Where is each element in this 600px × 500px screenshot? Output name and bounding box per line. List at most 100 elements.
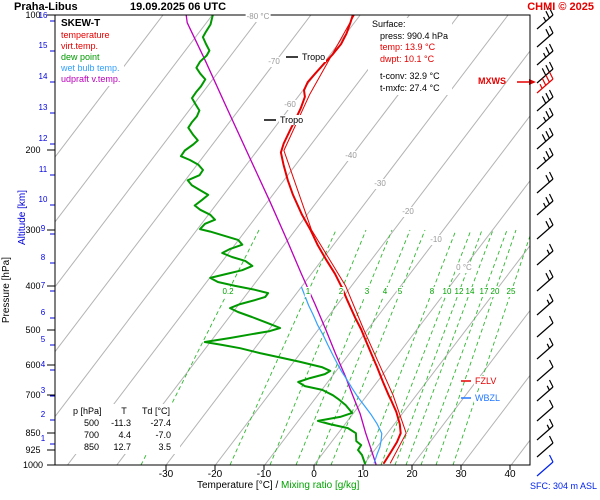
mixing-ratio-line [315, 229, 411, 465]
wind-barb-feather [545, 220, 550, 229]
wind-barb-feather [548, 359, 554, 368]
wind-barb-staff [536, 178, 554, 194]
isotherm-line [362, 244, 530, 465]
isotherm-line [55, 15, 262, 288]
wind-barb-half-feather [543, 116, 547, 122]
wind-barb-feather [541, 134, 547, 142]
mixing-ratio-line [420, 229, 508, 465]
isotherm-line [461, 374, 530, 465]
curve-temperature [279, 15, 402, 464]
wind-barb-feather [548, 7, 554, 16]
wind-barb [536, 61, 554, 84]
wind-barb-feather [548, 337, 554, 346]
wind-barb-feather [541, 78, 547, 86]
wind-barb-feather [541, 96, 547, 104]
isotherm-line [55, 15, 361, 418]
wind-barb [536, 399, 554, 422]
wind-barb-half-feather [539, 83, 543, 89]
wind-barb-feather [548, 147, 554, 156]
wind-barb-staff [536, 14, 554, 30]
wind-barb-feather [548, 293, 554, 302]
isotherm-grid [55, 15, 530, 465]
wind-barb-feather [548, 243, 554, 252]
mixing-ratio-line [269, 229, 367, 465]
wind-barb-feather [545, 196, 550, 205]
wind-barb-half-feather [543, 202, 547, 208]
wind-barb-staff [536, 134, 554, 150]
wind-barb [536, 43, 554, 66]
curve-virt-temp [283, 15, 407, 464]
mixing-ratio-line [330, 229, 426, 465]
wind-barb-feather [548, 435, 554, 444]
wind-barb-staff [536, 344, 554, 360]
wind-barb [536, 193, 554, 216]
wind-barb-feather [548, 315, 554, 324]
wind-barb-staff [536, 461, 554, 477]
wind-barb [536, 243, 554, 266]
wind-barb-feather [548, 43, 554, 52]
wind-barb-column [536, 7, 554, 477]
wind-barb-half-feather [546, 249, 550, 255]
wind-barb-feather [545, 46, 550, 55]
mixing-ratio-line [452, 234, 530, 465]
wind-barb [536, 337, 554, 360]
wind-barb-feather [548, 71, 554, 80]
mixing-ratio-line [380, 229, 472, 465]
isotherm-line [55, 15, 312, 353]
curve-updraft [185, 15, 377, 465]
wind-barb-feather [548, 217, 554, 226]
mixing-ratio-line [229, 229, 337, 465]
wind-barb-feather [548, 193, 554, 202]
wind-barb-feather [548, 25, 554, 34]
mixing-ratio-line [295, 229, 393, 465]
wind-barb [536, 359, 554, 382]
mixing-ratio-line [405, 229, 494, 465]
wind-barb-staff [536, 322, 554, 338]
mixing-ratio-grid [140, 229, 530, 465]
wind-barb-staff [536, 50, 554, 66]
mixing-ratio-line [364, 229, 457, 465]
wind-barb-half-feather [543, 16, 547, 22]
wind-barb [536, 454, 554, 477]
wind-barb-feather [545, 150, 550, 159]
wind-barb-staff [536, 425, 554, 441]
wind-barb-staff [536, 276, 554, 292]
wind-barb-feather [548, 454, 554, 463]
wind-barb [536, 269, 554, 292]
wind-barb [536, 71, 554, 94]
wind-barb-staff [536, 114, 554, 130]
isotherm-line [116, 15, 460, 465]
wind-barb-half-feather [546, 385, 550, 391]
wind-barb-feather [548, 127, 554, 136]
wind-barb-feather [545, 130, 550, 139]
wind-barb-half-feather [543, 52, 547, 58]
plot-border [54, 14, 531, 466]
wind-barb-feather [548, 418, 554, 427]
wind-barb-feather [545, 174, 550, 183]
mixing-ratio-line [435, 229, 517, 465]
wind-barb-half-feather [543, 156, 547, 162]
wind-barb-staff [536, 386, 554, 402]
isotherm-line [55, 15, 164, 158]
wind-barb-feather [545, 10, 550, 19]
wind-barb-staff [536, 250, 554, 266]
curve-dew-point [179, 15, 366, 464]
axis-ticks [47, 14, 511, 470]
wind-barb-feather [548, 107, 554, 116]
wind-barb-feather [548, 399, 554, 408]
wind-barb [536, 147, 554, 170]
wind-barb-feather [548, 379, 554, 388]
level-markers [264, 56, 536, 399]
isotherm-line [215, 50, 530, 465]
wind-barb-staff [536, 406, 554, 422]
wind-barb [536, 7, 554, 30]
wind-barb-feather [545, 272, 550, 281]
wind-barb [536, 293, 554, 316]
mixing-ratio-line [394, 229, 483, 465]
wind-barb [536, 435, 554, 458]
wind-barb-half-feather [546, 299, 550, 305]
wind-barb-staff [536, 224, 554, 240]
wind-barb [536, 89, 554, 112]
